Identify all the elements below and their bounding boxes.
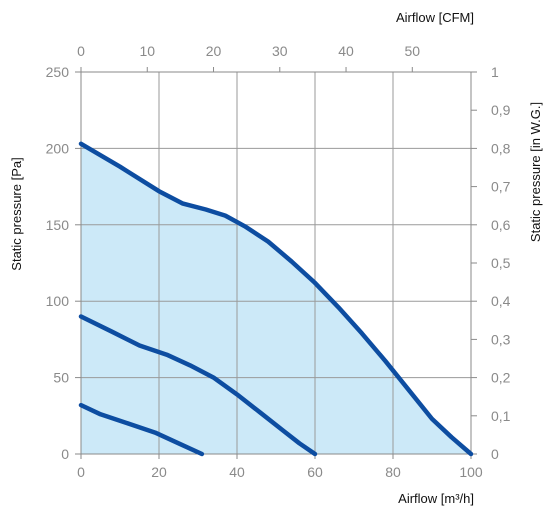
x-bottom-tick-label: 80 (385, 464, 401, 480)
fan-curve-line-1 (78, 141, 474, 457)
plot-area: 0 20 40 60 80 100 0 10 20 30 40 50 0 50 100 150 200 250 0 0… (46, 43, 511, 480)
y-left-tick-label: 50 (53, 370, 69, 386)
y-right-tick-label: 1 (491, 64, 499, 80)
y-right-axis-label: Static pressure [in W.G.] (528, 102, 543, 242)
fan-curve-line-2 (78, 314, 318, 457)
y-left-tick-label: 150 (46, 217, 70, 233)
x-bottom-axis-label: Airflow [m³/h] (398, 491, 474, 506)
y-right-tick-label: 0,5 (491, 255, 511, 271)
x-top-tick-label: 20 (206, 43, 222, 59)
x-bottom-tick-label: 0 (77, 464, 85, 480)
y-right-tick-label: 0,8 (491, 140, 511, 156)
y-right-tick-label: 0,7 (491, 179, 511, 195)
y-right-tick-label: 0,4 (491, 293, 511, 309)
y-right-tick-label: 0,3 (491, 331, 511, 347)
x-bottom-tick-label: 60 (307, 464, 323, 480)
y-left-axis-label: Static pressure [Pa] (9, 157, 24, 270)
x-bottom-tick-label: 20 (151, 464, 167, 480)
x-top-tick-label: 50 (405, 43, 421, 59)
y-left-tick-label: 200 (46, 140, 70, 156)
x-top-tick-label: 10 (139, 43, 155, 59)
x-bottom-tick-label: 100 (459, 464, 483, 480)
x-bottom-tick-label: 40 (229, 464, 245, 480)
x-top-axis-label: Airflow [CFM] (396, 10, 474, 25)
y-right-tick-label: 0 (491, 446, 499, 462)
y-right-tick-label: 0,6 (491, 217, 511, 233)
x-top-tick-label: 30 (272, 43, 288, 59)
x-top-tick-label: 0 (77, 43, 85, 59)
y-right-tick-label: 0,2 (491, 370, 511, 386)
y-right-tick-label: 0,9 (491, 102, 511, 118)
x-top-tick-label: 40 (338, 43, 354, 59)
y-left-tick-label: 0 (61, 446, 69, 462)
fan-curve-line-3 (78, 402, 205, 457)
operating-area-fill (81, 143, 471, 455)
y-right-tick-label: 0,1 (491, 408, 511, 424)
y-left-tick-label: 100 (46, 293, 70, 309)
y-left-tick-label: 250 (46, 64, 70, 80)
